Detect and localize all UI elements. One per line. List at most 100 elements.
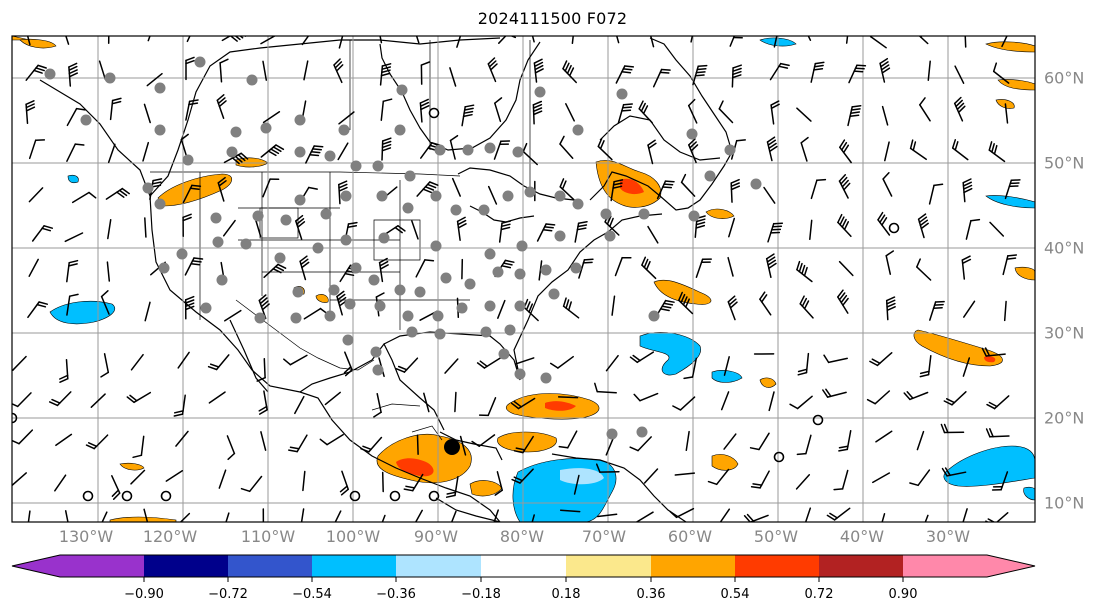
wind-barb-staff [557,396,579,399]
station-dot [324,150,336,162]
wind-barb-feather [190,263,201,266]
wind-barb-feather [992,62,998,73]
wind-barb-feather [582,261,593,264]
wind-barb-feather [669,510,678,519]
wind-barb-feather [476,362,486,369]
wind-barb-feather [778,30,786,31]
colorbar-tick-label: 0.72 [804,587,834,602]
wind-barb-feather [991,143,995,153]
wind-barb-feather [614,19,621,24]
wind-barb-feather [511,478,521,484]
colorbar-tick-label: −0.90 [124,587,164,602]
wind-barb-staff [615,36,620,44]
wind-barb-feather [184,305,195,311]
wind-barb-feather [296,218,305,225]
wind-barb-feather [981,347,987,357]
wind-barb-feather [886,299,896,305]
wind-barb-feather [41,227,52,232]
lon-label: 70°W [581,527,627,546]
station-dot [328,284,340,296]
wind-barb-staff [531,36,535,43]
wind-barb-feather [882,172,890,180]
wind-barb-feather [420,61,431,66]
wind-barb-feather [638,100,644,110]
wind-barb-staff [845,36,849,44]
wind-barb-feather [642,105,649,115]
wind-barb-feather [613,179,624,183]
wind-barb-staff [101,511,108,522]
wind-barb-feather [688,138,696,146]
wind-barb-feather [85,444,95,450]
gridlines [12,36,1035,522]
wind-barb-staff [992,70,1010,84]
wind-barb-feather [648,142,657,149]
wind-barb-feather [649,23,656,28]
wind-barb-feather [732,64,742,69]
wind-barb-feather [647,139,656,146]
wind-barb-staff [718,108,734,124]
station-dot [154,198,166,210]
station-dot [350,262,362,274]
wind-barb-staff [423,392,430,413]
wind-barb-feather [375,292,385,298]
wind-barb-staff [869,36,887,49]
wind-barb-feather [343,366,352,374]
wind-barb-feather [614,22,621,27]
wind-barb-feather [732,67,742,72]
wind-barb-staff [165,470,184,482]
wind-barb-feather [695,224,706,229]
wind-barb-feather [659,308,670,312]
wind-barb-feather [240,152,249,160]
wind-barb-staff [143,508,149,522]
station-dot [432,310,444,322]
wind-barb-feather [957,105,966,114]
wind-barb-feather [664,180,675,183]
wind-barb-staff [643,468,659,484]
wind-barb-staff [54,474,67,492]
wind-barb-staff [494,102,502,123]
wind-barb-feather [612,182,623,186]
wind-barb-feather [622,103,633,106]
wind-barb-feather [362,445,372,451]
wind-barb-feather [879,57,889,65]
wind-barb-staff [208,391,226,404]
wind-barb-feather [984,347,991,357]
wind-barb-feather [840,294,848,304]
wind-barb-feather [851,104,862,108]
wind-barb-feather [803,266,808,277]
wind-barb-feather [502,262,513,266]
wind-barb-staff [454,391,457,413]
wind-barb-staff [881,105,889,126]
wind-barb-feather [577,224,588,228]
wind-barb-staff [16,392,32,408]
wind-barb-staff [478,434,496,447]
wind-barb-staff [219,62,223,83]
wind-barb-staff [300,508,305,522]
wind-barb-feather [729,301,738,309]
wind-barb-feather [664,299,675,303]
station-dot [504,324,516,336]
wind-barb-feather [558,445,569,449]
station-dot [294,194,306,206]
wind-barb-feather [422,188,433,194]
station-dot [370,346,382,358]
wind-barb-feather [814,61,825,65]
station-dot [226,146,238,158]
wind-barb-feather [180,133,189,141]
wind-barb-feather [338,186,348,192]
lon-label: 80°W [499,527,545,546]
wind-barb-feather [837,213,843,224]
wind-barb-staff [55,433,73,447]
wind-barb-feather [59,374,69,380]
wind-barb-feather [961,255,971,261]
wind-barb-staff [571,36,574,45]
wind-barb-feather [414,23,421,28]
wind-barb-feather [416,29,423,34]
wind-barb-feather [621,109,632,112]
wind-barb-staff [106,261,111,282]
wind-barb-feather [500,226,511,231]
wind-barb-feather [803,300,810,310]
wind-barb-staff [415,259,426,278]
wind-barb-staff [98,60,107,81]
colorbar-tick-label: −0.72 [208,587,248,602]
